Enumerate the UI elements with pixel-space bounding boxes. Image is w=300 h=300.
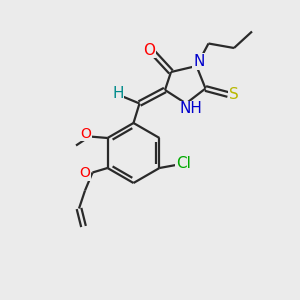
Text: S: S xyxy=(229,87,239,102)
Text: O: O xyxy=(80,166,91,180)
Text: O: O xyxy=(80,127,92,140)
Text: H: H xyxy=(112,86,124,101)
Text: O: O xyxy=(143,43,155,58)
Text: N: N xyxy=(193,54,205,69)
Text: NH: NH xyxy=(180,101,203,116)
Text: Cl: Cl xyxy=(176,156,191,171)
